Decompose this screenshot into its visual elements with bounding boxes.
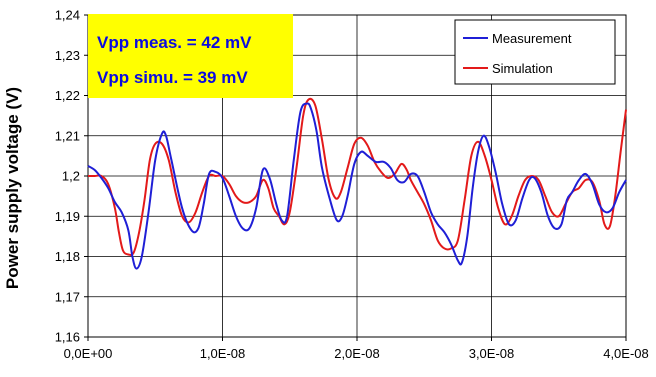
- legend: Measurement Simulation: [454, 19, 616, 85]
- y-axis-label: Power supply voltage (V): [3, 87, 22, 289]
- y-tick-label: 1,22: [55, 88, 80, 103]
- x-tick-label: 1,0E-08: [200, 346, 246, 361]
- x-tick-label: 4,0E-08: [603, 346, 649, 361]
- y-tick-label: 1,19: [55, 209, 80, 224]
- y-tick-label: 1,18: [55, 249, 80, 264]
- vpp-annotation-box: Vpp meas. = 42 mV Vpp simu. = 39 mV: [88, 14, 293, 98]
- y-tick-label: 1,2: [62, 169, 80, 184]
- y-tick-label: 1,23: [55, 48, 80, 63]
- y-tick-label: 1,16: [55, 330, 80, 345]
- x-tick-label: 3,0E-08: [469, 346, 515, 361]
- y-tick-label: 1,24: [55, 8, 80, 23]
- legend-label-measurement: Measurement: [492, 31, 572, 46]
- vpp-measured-annotation: Vpp meas. = 42 mV: [97, 33, 252, 52]
- series-line-measurement: [87, 102, 627, 270]
- legend-label-simulation: Simulation: [492, 61, 553, 76]
- vpp-simulated-annotation: Vpp simu. = 39 mV: [97, 68, 248, 87]
- axis-ticks: 1,16 1,17 1,18 1,19 1,2 1,21 1,22 1,23 1,24 0,0E+…: [55, 8, 649, 362]
- series-line-simulation: [87, 97, 627, 256]
- annotation-background: [88, 14, 293, 98]
- x-tick-label: 0,0E+00: [64, 346, 113, 361]
- legend-frame: [454, 19, 616, 85]
- x-tick-label: 2,0E-08: [334, 346, 380, 361]
- y-tick-label: 1,17: [55, 289, 80, 304]
- y-tick-label: 1,21: [55, 128, 80, 143]
- series-lines: [87, 97, 627, 270]
